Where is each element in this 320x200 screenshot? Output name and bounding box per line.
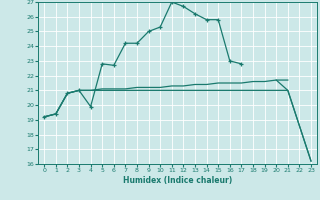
X-axis label: Humidex (Indice chaleur): Humidex (Indice chaleur) [123, 176, 232, 185]
